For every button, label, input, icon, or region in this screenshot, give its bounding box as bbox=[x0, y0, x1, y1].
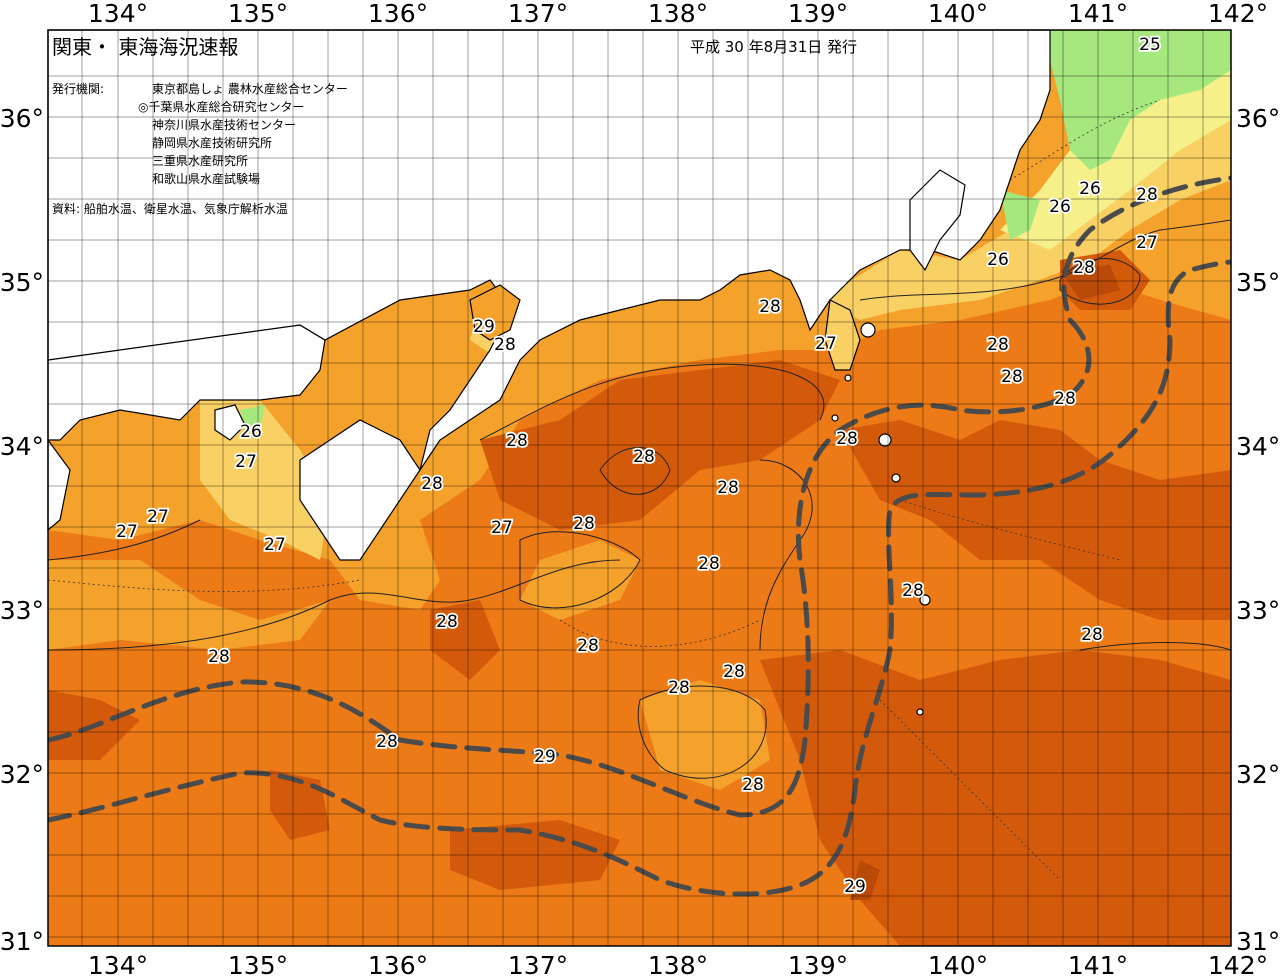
contour-label: 27 bbox=[116, 522, 138, 542]
contour-label: 27 bbox=[491, 518, 513, 538]
lat-label: 31° bbox=[0, 927, 44, 956]
contour-label: 28 bbox=[1001, 367, 1023, 387]
contour-label: 26 bbox=[240, 422, 262, 442]
lon-label: 139° bbox=[788, 951, 848, 980]
contour-label: 29 bbox=[473, 317, 495, 337]
contour-label: 28 bbox=[573, 514, 595, 534]
contour-label: 26 bbox=[1079, 179, 1101, 199]
map-frame bbox=[47, 29, 1232, 947]
contour-label: 25 bbox=[1139, 35, 1161, 55]
publisher-line: 静岡県水産技術研究所 bbox=[152, 135, 272, 150]
graticule bbox=[48, 30, 1231, 946]
lon-label: 137° bbox=[508, 0, 568, 28]
lon-label: 136° bbox=[368, 951, 428, 980]
contour-label: 29 bbox=[534, 747, 556, 767]
contour-label: 28 bbox=[1073, 258, 1095, 278]
map-title: 関東・ 東海海況速報 bbox=[52, 35, 238, 59]
contour-label: 28 bbox=[902, 581, 924, 601]
longitude-labels-top: 134° 135° 136° 137° 138° 139° 140° 141° … bbox=[88, 0, 1268, 28]
contour-label: 26 bbox=[987, 250, 1009, 270]
contour-label: 28 bbox=[836, 429, 858, 449]
lat-label: 34° bbox=[0, 432, 44, 461]
lon-label: 141° bbox=[1068, 0, 1128, 28]
lon-label: 138° bbox=[648, 951, 708, 980]
contour-label: 28 bbox=[376, 732, 398, 752]
lat-label: 36° bbox=[1236, 104, 1280, 133]
lat-label: 35° bbox=[1236, 268, 1280, 297]
lat-label: 35° bbox=[0, 268, 44, 297]
lon-label: 142° bbox=[1208, 951, 1268, 980]
lat-label: 33° bbox=[0, 596, 44, 625]
longitude-labels-bottom: 134° 135° 136° 137° 138° 139° 140° 141° … bbox=[88, 951, 1268, 980]
lon-label: 142° bbox=[1208, 0, 1268, 28]
lon-label: 134° bbox=[88, 951, 148, 980]
contour-label: 28 bbox=[668, 678, 690, 698]
lon-label: 140° bbox=[928, 951, 988, 980]
contour-label: 28 bbox=[421, 474, 443, 494]
contour-label: 27 bbox=[264, 535, 286, 555]
lon-label: 134° bbox=[88, 0, 148, 28]
publisher-line: 三重県水産研究所 bbox=[152, 153, 248, 168]
contour-label: 27 bbox=[147, 507, 169, 527]
contour-label: 28 bbox=[1054, 389, 1076, 409]
publisher-line: 和歌山県水産試験場 bbox=[152, 171, 260, 186]
contour-label: 27 bbox=[815, 334, 837, 354]
contour-label: 28 bbox=[633, 447, 655, 467]
contour-label: 29 bbox=[844, 877, 866, 897]
land bbox=[47, 29, 1051, 716]
contour-label: 28 bbox=[436, 612, 458, 632]
isotherm-lines bbox=[48, 219, 1231, 779]
contour-label: 28 bbox=[494, 335, 516, 355]
contour-label: 26 bbox=[1049, 197, 1071, 217]
lon-label: 140° bbox=[928, 0, 988, 28]
publisher-line: ◎千葉県水産総合研究センター bbox=[138, 99, 304, 114]
latitude-labels-left: 36° 35° 34° 33° 32° 31° bbox=[0, 104, 44, 956]
publisher-label: 発行機関: bbox=[52, 81, 104, 96]
contour-label: 28 bbox=[698, 554, 720, 574]
lon-label: 135° bbox=[228, 0, 288, 28]
contour-label: 28 bbox=[717, 478, 739, 498]
isotherm-dotted bbox=[48, 99, 1161, 881]
contour-label: 28 bbox=[506, 431, 528, 451]
issue-date: 平成 30 年8月31日 発行 bbox=[690, 38, 857, 56]
lon-label: 137° bbox=[508, 951, 568, 980]
lat-label: 31° bbox=[1236, 927, 1280, 956]
lon-label: 135° bbox=[228, 951, 288, 980]
contour-label: 28 bbox=[208, 647, 230, 667]
lon-label: 139° bbox=[788, 0, 848, 28]
lat-label: 34° bbox=[1236, 432, 1280, 461]
contour-label: 27 bbox=[235, 452, 257, 472]
contour-label: 27 bbox=[1136, 233, 1158, 253]
publisher-line: 東京都島しょ 農林水産総合センター bbox=[152, 81, 348, 96]
lat-label: 32° bbox=[1236, 760, 1280, 789]
lon-label: 136° bbox=[368, 0, 428, 28]
lat-label: 32° bbox=[0, 760, 44, 789]
contour-label: 28 bbox=[759, 297, 781, 317]
contour-label: 28 bbox=[1081, 625, 1103, 645]
lat-label: 36° bbox=[0, 104, 44, 133]
contour-label: 28 bbox=[723, 662, 745, 682]
publisher-line: 神奈川県水産技術センター bbox=[152, 117, 296, 132]
contour-label: 28 bbox=[577, 636, 599, 656]
data-source: 資料: 船舶水温、衛星水温、気象庁解析水温 bbox=[52, 201, 288, 216]
lon-label: 141° bbox=[1068, 951, 1128, 980]
contour-label: 28 bbox=[1136, 185, 1158, 205]
lon-label: 138° bbox=[648, 0, 708, 28]
lat-label: 33° bbox=[1236, 596, 1280, 625]
contour-value-labels: 25 26 26 28 27 26 28 28 27 28 28 28 29 2… bbox=[114, 33, 1162, 899]
latitude-labels-right: 36° 35° 34° 33° 32° 31° bbox=[1236, 104, 1280, 956]
contour-label: 28 bbox=[987, 335, 1009, 355]
contour-label: 28 bbox=[742, 775, 764, 795]
